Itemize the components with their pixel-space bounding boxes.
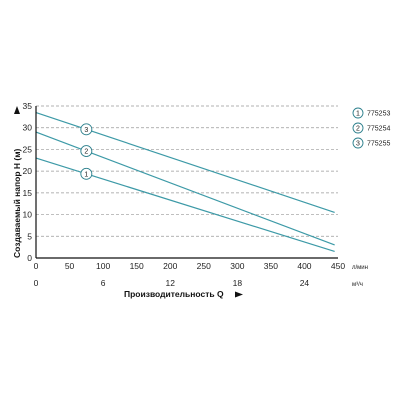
y-tick-label: 10 — [23, 210, 33, 220]
x-tick-label: 250 — [197, 261, 211, 271]
x2-tick-label: 24 — [300, 278, 310, 288]
y-tick-label: 15 — [23, 188, 33, 198]
x2-tick-label: 0 — [34, 278, 39, 288]
x-unit-label: л/мин — [352, 265, 368, 271]
y-tick-label: 0 — [27, 253, 32, 263]
y-arrow-icon — [14, 106, 20, 114]
legend-badge-2 — [352, 122, 364, 134]
series-badge-label: 3 — [84, 127, 88, 134]
y-tick-label: 30 — [23, 123, 33, 133]
x-tick-label: 0 — [34, 261, 39, 271]
y-tick-label: 20 — [23, 166, 33, 176]
x-tick-label: 300 — [230, 261, 244, 271]
x-tick-label: 100 — [96, 261, 110, 271]
legend-badge-3 — [352, 137, 364, 149]
x-tick-label: 50 — [65, 261, 75, 271]
y-tick-label: 5 — [27, 231, 32, 241]
legend-entry-775253: 775253 — [367, 111, 390, 118]
x2-tick-label: 12 — [165, 278, 175, 288]
x2-tick-label: 18 — [233, 278, 243, 288]
x2-unit-label: м³/ч — [352, 282, 363, 288]
legend-badge-label: 2 — [356, 126, 360, 133]
legend-entry-775254: 775254 — [367, 126, 390, 133]
series-badge-2 — [80, 145, 93, 158]
y-tick-labels: 0 5 10 15 20 25 30 35 — [23, 101, 33, 263]
x-arrow-icon — [235, 291, 243, 298]
x-tick-label: 450 — [331, 261, 345, 271]
x2-tick-label: 6 — [101, 278, 106, 288]
y-axis-title-text: Создаваемый напор H (м) — [12, 148, 22, 258]
legend-badge-1 — [352, 107, 364, 119]
x-tick-label: 400 — [297, 261, 311, 271]
x2-tick-labels: 0 6 12 18 24 — [34, 278, 310, 288]
x-axis-title-text: Производительность Q — [124, 289, 224, 299]
axes — [35, 106, 338, 259]
series-badge-label: 1 — [84, 171, 88, 178]
x-tick-label: 150 — [130, 261, 144, 271]
y-tick-label: 35 — [23, 101, 33, 111]
legend-entry-775255: 775255 — [367, 141, 390, 148]
y-tick-label: 25 — [23, 144, 33, 154]
x-tick-label: 350 — [264, 261, 278, 271]
series-lines — [35, 111, 335, 253]
legend: 1 775253 2 775254 3 775255 — [352, 107, 390, 149]
series-badge-3 — [80, 123, 93, 136]
y-axis-title: Создаваемый напор H (м) — [12, 106, 22, 258]
series-badges: 1 2 3 — [80, 123, 93, 180]
series-badge-label: 2 — [84, 149, 88, 156]
x-axis-title: Производительность Q — [124, 289, 243, 299]
series-badge-1 — [80, 167, 93, 180]
legend-badge-label: 1 — [356, 111, 360, 118]
x-tick-label: 200 — [163, 261, 177, 271]
x-tick-labels: 0 50 100 150 200 250 300 350 400 450 — [34, 261, 346, 271]
legend-badge-label: 3 — [356, 141, 360, 148]
